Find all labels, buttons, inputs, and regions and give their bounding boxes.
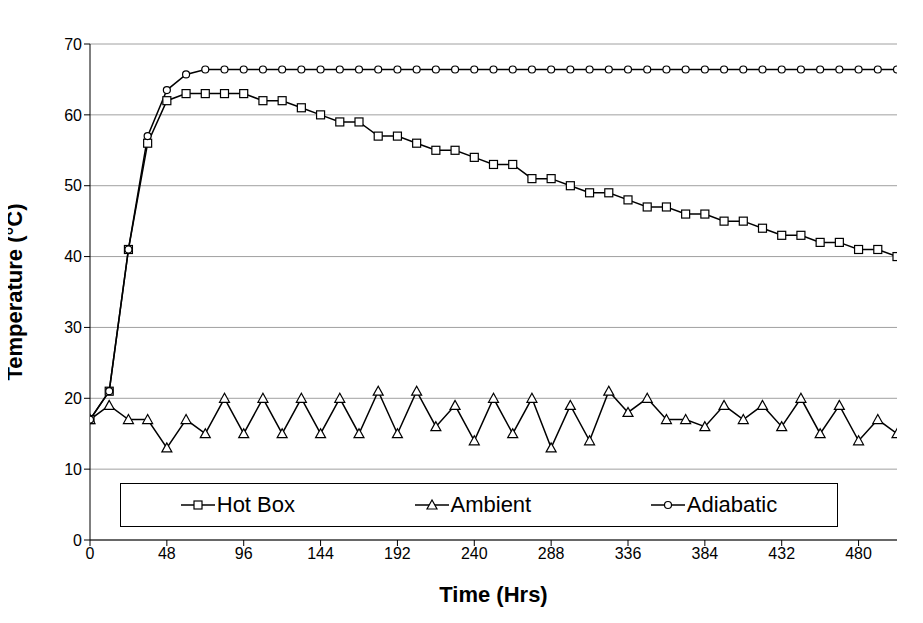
svg-text:480: 480 <box>845 545 872 562</box>
svg-text:0: 0 <box>86 545 95 562</box>
svg-text:96: 96 <box>235 545 253 562</box>
svg-text:48: 48 <box>158 545 176 562</box>
svg-text:288: 288 <box>538 545 565 562</box>
svg-text:30: 30 <box>64 319 82 336</box>
html-text:Ambient: Ambient <box>450 492 532 517</box>
svg-text:384: 384 <box>692 545 719 562</box>
svg-text:240: 240 <box>461 545 488 562</box>
svg-text:0: 0 <box>73 532 82 549</box>
svg-text:432: 432 <box>768 545 795 562</box>
svg-text:70: 70 <box>64 36 82 53</box>
svg-text:50: 50 <box>64 177 82 194</box>
svg-text:40: 40 <box>64 248 82 265</box>
html-text:Adiabatic: Adiabatic <box>686 492 778 517</box>
svg-text:60: 60 <box>64 107 82 124</box>
svg-text:336: 336 <box>615 545 642 562</box>
html-text:Hot Box: Hot Box <box>216 492 295 517</box>
svg-text:Time (Hrs): Time (Hrs) <box>439 582 547 607</box>
svg-text:144: 144 <box>307 545 334 562</box>
svg-text:192: 192 <box>384 545 411 562</box>
svg-text:10: 10 <box>64 461 82 478</box>
svg-text:Temperature (°C): Temperature (°C) <box>8 203 27 380</box>
svg-text:20: 20 <box>64 390 82 407</box>
